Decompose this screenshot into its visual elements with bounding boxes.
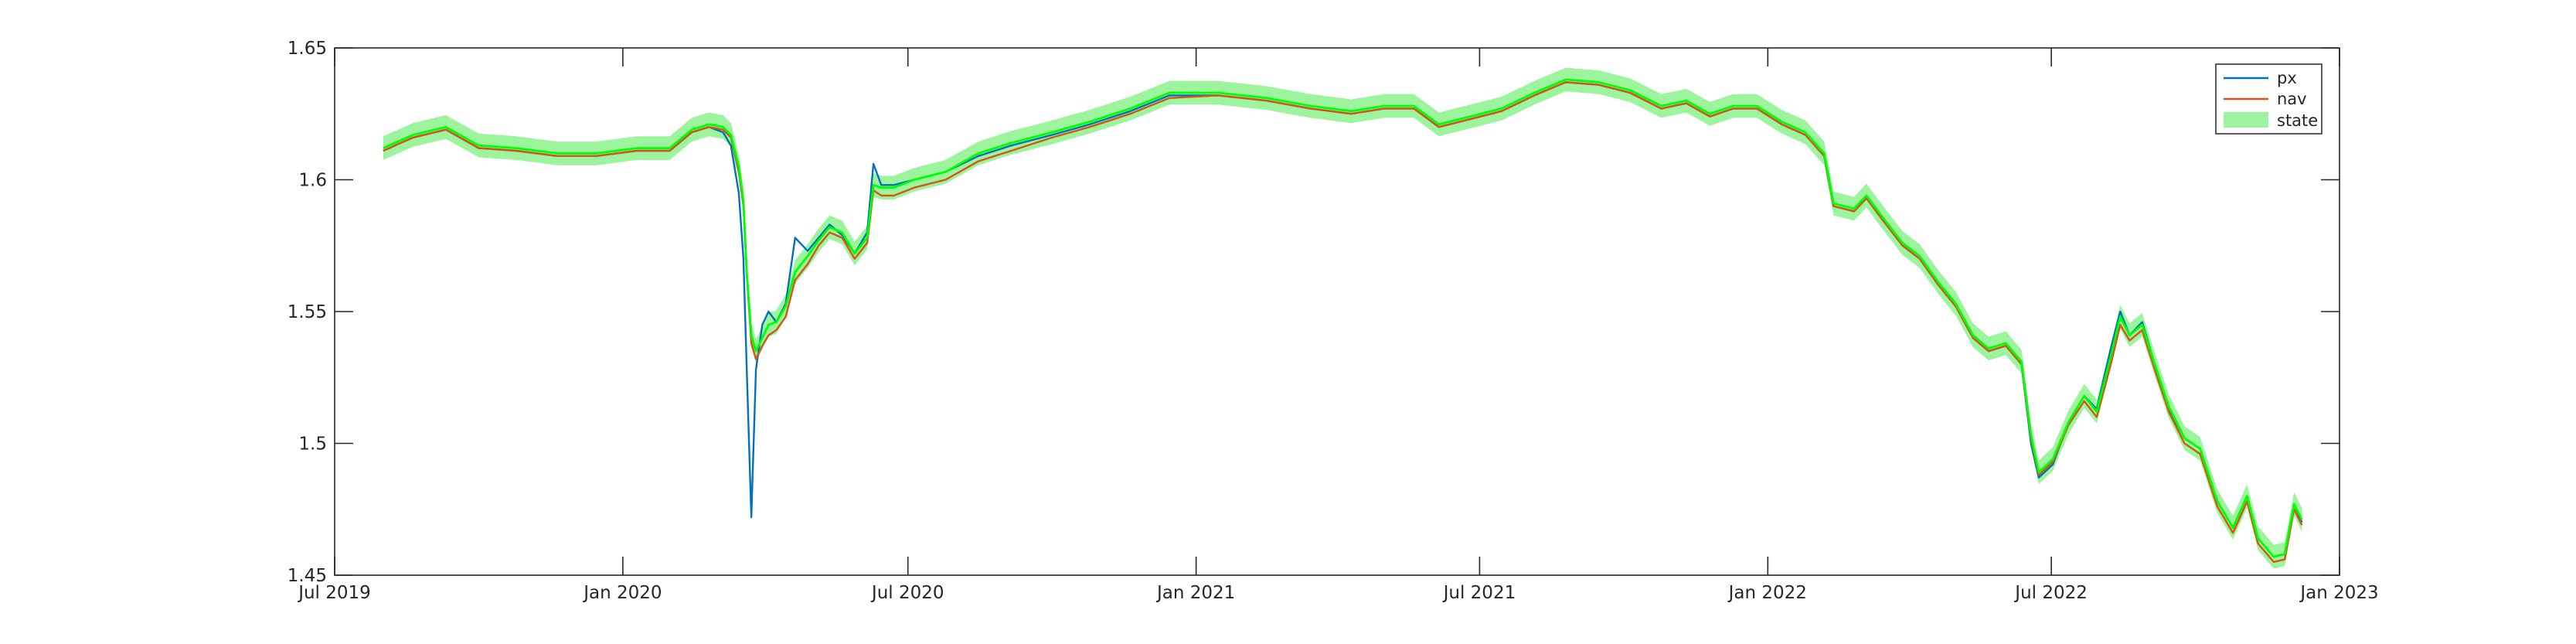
x-tick-label: Jul 2021 (1442, 583, 1516, 603)
series-line-state (383, 78, 2303, 558)
y-tick-label: 1.55 (288, 302, 327, 322)
x-tick-label: Jan 2023 (2299, 583, 2378, 603)
series-lines-layer (383, 78, 2303, 564)
state-band-layer (383, 67, 2302, 569)
legend-px-label: px (2277, 69, 2297, 87)
legend-state-label: state (2277, 111, 2318, 130)
legend-nav-label: nav (2277, 90, 2307, 108)
y-tick-label: 1.5 (298, 434, 327, 455)
x-tick-label: Jul 2020 (870, 583, 944, 603)
legend: px nav state (2215, 63, 2322, 135)
legend-state-patch (2224, 112, 2268, 128)
state-band (383, 67, 2302, 569)
y-tick-label: 1.45 (288, 566, 327, 586)
x-axis: Jul 2019 Jan 2020 Jul 2020 Jan 2021 Jul 2021… (297, 48, 2379, 603)
x-tick-label: Jul 2022 (2013, 583, 2088, 603)
y-tick-label: 1.65 (288, 39, 327, 59)
y-axis: 1.45 1.5 1.55 1.6 1.65 (288, 39, 2339, 586)
x-tick-label: Jul 2019 (297, 583, 371, 603)
x-tick-label: Jan 2022 (1727, 583, 1807, 603)
plot-area (335, 48, 2339, 575)
y-tick-label: 1.6 (298, 171, 327, 191)
x-tick-label: Jan 2020 (582, 583, 662, 603)
x-tick-label: Jan 2021 (1155, 583, 1235, 603)
